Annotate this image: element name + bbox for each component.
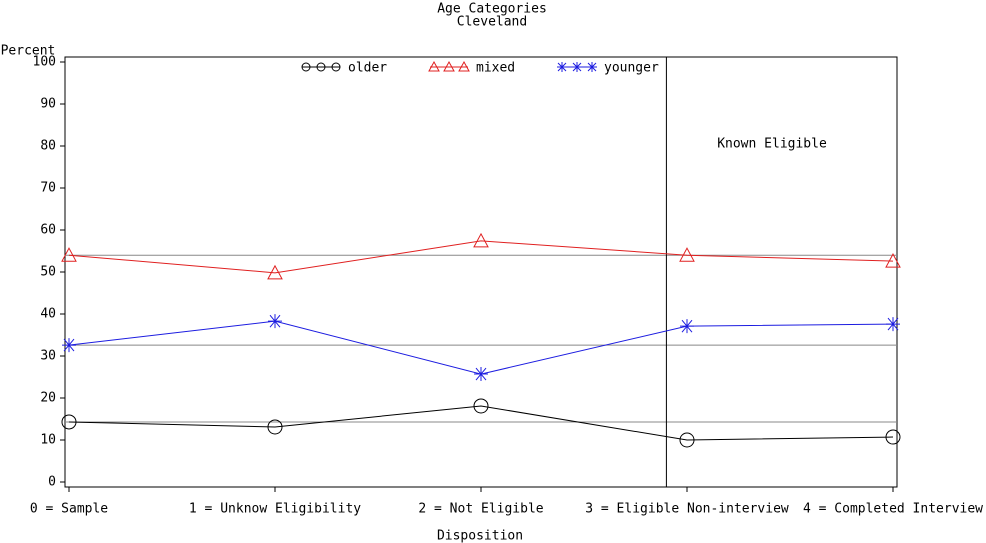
point <box>679 247 695 262</box>
point <box>474 367 488 382</box>
chart-title: Age Categories <box>437 2 547 17</box>
chart-subtitle: Cleveland <box>457 15 527 30</box>
y-tick-label: 100 <box>33 55 56 70</box>
point <box>679 432 695 448</box>
x-tick-label: 0 = Sample <box>30 502 108 517</box>
series-line <box>68 320 894 375</box>
y-tick-label: 40 <box>40 307 56 322</box>
legend-marker <box>301 62 311 72</box>
y-tick-label: 60 <box>40 223 56 238</box>
legend-marker <box>316 62 326 72</box>
plot-frame <box>64 56 898 488</box>
legend-marker <box>331 62 341 72</box>
y-axis-label: Percent <box>1 44 56 59</box>
annotation: Known Eligible <box>717 137 827 152</box>
x-tick-label: 2 = Not Eligible <box>418 502 543 517</box>
x-tick-label: 3 = Eligible Non-interview <box>585 502 789 517</box>
y-tick-label: 80 <box>40 139 56 154</box>
point <box>885 253 901 268</box>
legend-marker <box>443 60 455 72</box>
y-tick-label: 90 <box>40 97 56 112</box>
point <box>267 264 283 280</box>
legend-marker <box>572 62 582 72</box>
legend-marker <box>428 60 440 72</box>
legend-marker <box>458 60 470 72</box>
legend-marker <box>587 62 597 72</box>
y-tick-label: 70 <box>40 181 56 196</box>
point <box>473 232 489 248</box>
x-axis-label: Disposition <box>437 529 523 543</box>
point <box>61 247 77 262</box>
point <box>886 317 900 332</box>
series-line <box>68 240 894 274</box>
point <box>62 338 76 353</box>
y-tick-label: 30 <box>40 349 56 364</box>
y-tick-label: 10 <box>40 433 56 448</box>
point <box>267 419 283 435</box>
x-tick-label: 4 = Completed Interview <box>803 502 983 517</box>
y-tick-label: 20 <box>40 391 56 406</box>
point <box>61 414 77 430</box>
point <box>680 319 694 334</box>
series-line <box>68 405 894 441</box>
point <box>885 429 901 445</box>
legend-label: older <box>348 61 387 76</box>
x-tick-label: 1 = Unknow Eligibility <box>189 502 361 517</box>
y-tick-label: 50 <box>40 265 56 280</box>
legend-label: mixed <box>476 61 515 76</box>
legend-marker <box>557 62 567 72</box>
y-tick-label: 0 <box>48 475 56 490</box>
point <box>268 314 282 329</box>
point <box>473 398 489 414</box>
legend-label: younger <box>604 61 659 76</box>
